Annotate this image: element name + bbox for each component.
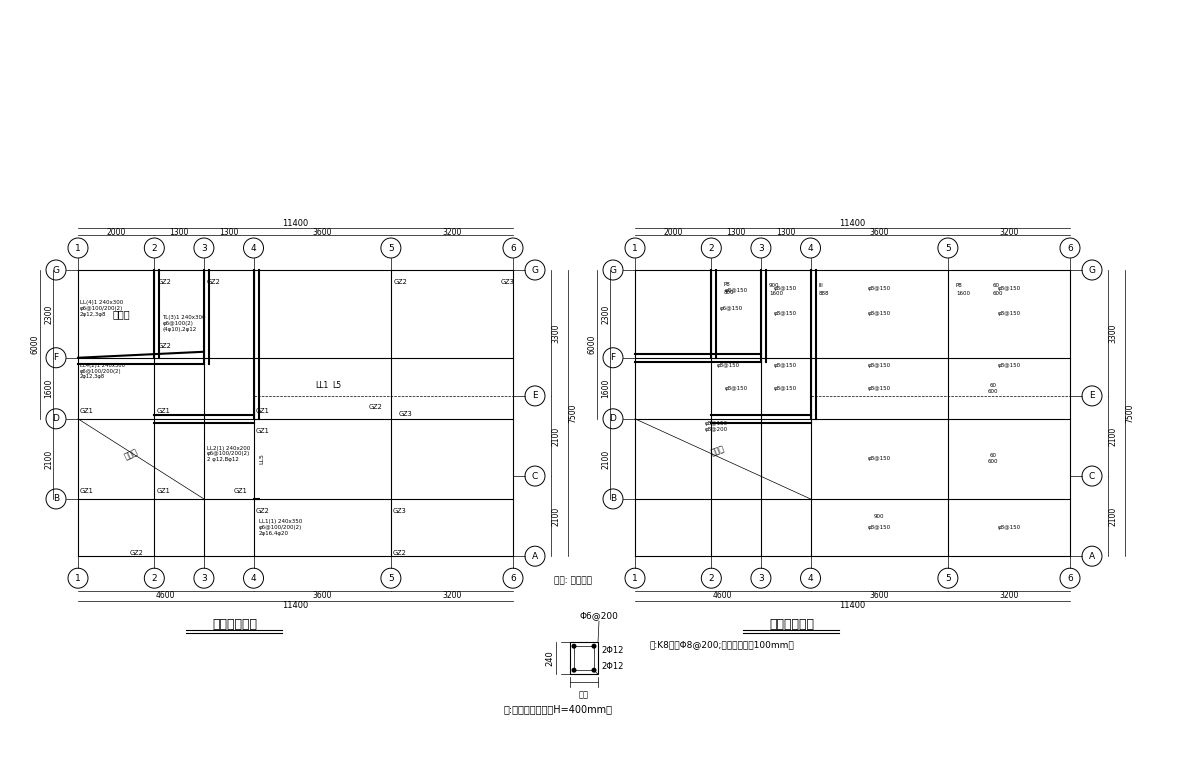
Text: A: A [1089, 552, 1095, 561]
Text: φ8@150
φ8@200: φ8@150 φ8@200 [705, 422, 728, 432]
Text: φ8@150: φ8@150 [997, 311, 1020, 317]
Text: 3600: 3600 [313, 591, 332, 600]
Text: GZ1: GZ1 [156, 488, 171, 494]
Text: 6: 6 [511, 243, 515, 252]
Text: GZ2: GZ2 [394, 279, 408, 285]
Text: φ8@150: φ8@150 [774, 386, 797, 391]
Text: φ8@150: φ8@150 [867, 525, 891, 530]
Text: 楼梯间: 楼梯间 [710, 444, 725, 457]
Text: GZ2: GZ2 [255, 508, 270, 514]
Text: GZ3: GZ3 [398, 411, 413, 417]
Text: 900: 900 [874, 514, 884, 519]
Text: 注:卫生间处圈梁高H=400mm。: 注:卫生间处圈梁高H=400mm。 [503, 705, 613, 715]
Text: Φ6@200: Φ6@200 [580, 611, 618, 620]
Text: 二层梁配筋图: 二层梁配筋图 [212, 618, 256, 631]
Text: 2300: 2300 [44, 304, 54, 324]
Text: 1: 1 [75, 243, 81, 252]
Text: B: B [610, 494, 616, 503]
Text: F: F [611, 353, 616, 363]
Text: 3200: 3200 [443, 227, 462, 236]
Text: GZ1: GZ1 [156, 408, 171, 414]
Text: 888: 888 [818, 291, 829, 295]
Text: 2000: 2000 [663, 227, 682, 236]
Text: φ6@150: φ6@150 [719, 306, 743, 311]
Text: φ8@150: φ8@150 [867, 285, 891, 291]
Text: 2000: 2000 [106, 227, 125, 236]
Text: 5: 5 [388, 574, 394, 583]
Text: A: A [532, 552, 538, 561]
Text: 4: 4 [251, 574, 256, 583]
Circle shape [592, 669, 595, 672]
Text: LL2(1) 240x200
φ6@100/200(2)
2 φ12,Bφ12: LL2(1) 240x200 φ6@100/200(2) 2 φ12,Bφ12 [206, 445, 251, 462]
Text: 2: 2 [152, 574, 157, 583]
Text: 7500: 7500 [1125, 403, 1135, 423]
Text: 3: 3 [202, 243, 206, 252]
Text: φ8@150: φ8@150 [716, 363, 740, 368]
Text: 2100: 2100 [551, 506, 561, 526]
Text: 3: 3 [202, 574, 206, 583]
Text: LL1(1) 240x350
φ6@100/200(2)
2φ16,4φ20: LL1(1) 240x350 φ6@100/200(2) 2φ16,4φ20 [259, 519, 302, 536]
Text: 60: 60 [993, 282, 1000, 288]
Text: 2100: 2100 [44, 449, 54, 468]
Text: φ8@150: φ8@150 [774, 311, 797, 317]
Text: 1600: 1600 [44, 379, 54, 398]
Text: GZ2: GZ2 [129, 550, 143, 556]
Text: LL4(2)1 240x300
φ6@100/200(2)
2φ12,3φ8: LL4(2)1 240x300 φ6@100/200(2) 2φ12,3φ8 [80, 363, 125, 379]
Text: 5: 5 [945, 243, 951, 252]
Text: 2100: 2100 [551, 426, 561, 445]
Text: φ8@150: φ8@150 [867, 311, 891, 317]
Text: LL5: LL5 [259, 454, 264, 464]
Text: GZ3: GZ3 [392, 508, 407, 514]
Text: 1600: 1600 [601, 379, 611, 398]
Bar [574, 646, 594, 670]
Text: G: G [610, 265, 617, 275]
Text: 4: 4 [808, 574, 814, 583]
Text: B: B [52, 494, 60, 503]
Text: φ8@150: φ8@150 [724, 386, 748, 391]
Text: L5: L5 [333, 382, 341, 390]
Text: 2: 2 [709, 574, 715, 583]
Text: GZ2: GZ2 [206, 279, 221, 285]
Text: 3: 3 [758, 574, 764, 583]
Text: E: E [1089, 392, 1095, 400]
Text: GZ2: GZ2 [392, 550, 407, 556]
Text: 2: 2 [709, 243, 715, 252]
Text: 600: 600 [993, 291, 1003, 295]
Text: 1300: 1300 [169, 227, 188, 236]
Text: φ8@150: φ8@150 [774, 285, 797, 291]
Text: 1300: 1300 [220, 227, 239, 236]
Text: 1600: 1600 [956, 291, 970, 295]
Text: 1: 1 [632, 243, 638, 252]
Text: D: D [52, 415, 60, 423]
Text: φ8@150: φ8@150 [774, 363, 797, 368]
Text: 注明: 圈梁均为: 注明: 圈梁均为 [554, 576, 592, 585]
Text: GZ1: GZ1 [80, 408, 94, 414]
Text: 11400: 11400 [283, 219, 309, 227]
Text: 4600: 4600 [713, 591, 733, 600]
Text: 2Φ12: 2Φ12 [601, 662, 624, 671]
Text: 2100: 2100 [1108, 506, 1118, 526]
Text: 2: 2 [152, 243, 157, 252]
Text: GZ1: GZ1 [255, 408, 270, 414]
Text: 7500: 7500 [569, 403, 577, 423]
Text: TL(3)1 240x300
φ6@100(2)
(4φ10),2φ12: TL(3)1 240x300 φ6@100(2) (4φ10),2φ12 [162, 315, 206, 331]
Text: 3300: 3300 [551, 323, 561, 343]
Text: GZ1: GZ1 [80, 488, 94, 494]
Text: GZ2: GZ2 [157, 343, 171, 349]
Text: 1300: 1300 [727, 227, 746, 236]
Text: 4600: 4600 [156, 591, 175, 600]
Text: 二层板配筋图: 二层板配筋图 [769, 618, 814, 631]
Text: 3200: 3200 [1000, 227, 1019, 236]
Text: 3200: 3200 [443, 591, 462, 600]
Text: 240: 240 [545, 650, 554, 666]
Text: 墙厚: 墙厚 [579, 690, 589, 699]
Text: GZ1: GZ1 [234, 488, 247, 494]
Text: D: D [610, 415, 617, 423]
Text: 卫生间: 卫生间 [112, 309, 130, 319]
Text: 5: 5 [388, 243, 394, 252]
Text: 900: 900 [769, 282, 779, 288]
Circle shape [573, 644, 576, 648]
Circle shape [592, 644, 595, 648]
Text: LL1: LL1 [316, 382, 329, 390]
Text: GZ3: GZ3 [501, 279, 514, 285]
